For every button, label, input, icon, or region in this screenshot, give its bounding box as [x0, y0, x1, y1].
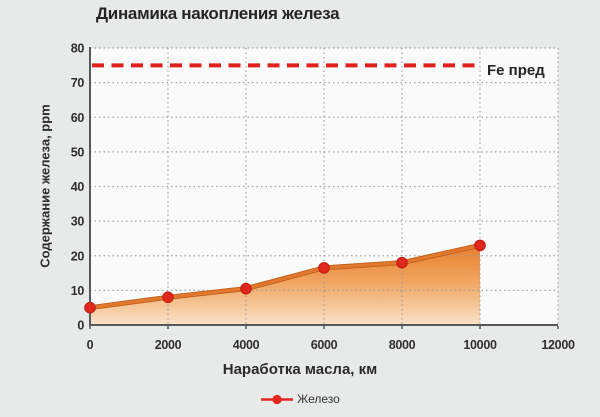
x-tick-label: 2000: [155, 338, 182, 352]
y-tick-label: 60: [71, 111, 85, 125]
x-tick-label: 0: [87, 338, 94, 352]
data-point-marker: [396, 256, 408, 269]
y-tick-label: 30: [71, 215, 85, 229]
y-tick-label: 50: [71, 145, 85, 159]
y-tick-label: 40: [71, 180, 85, 194]
y-axis-title: Содержание железа, ppm: [37, 104, 53, 268]
chart-title: Динамика накопления железа: [96, 4, 340, 23]
iron-line: [88, 243, 482, 310]
x-tick-label: 12000: [541, 338, 575, 352]
legend: Железо: [0, 391, 600, 407]
x-tick-label: 10000: [463, 338, 497, 352]
y-tick-label: 80: [71, 42, 85, 56]
x-tick-label: 4000: [233, 338, 260, 352]
y-tick-label: 0: [77, 319, 84, 333]
data-point-marker: [474, 239, 486, 252]
limit-line-label: Fe пред: [487, 62, 545, 79]
x-tick-label: 8000: [389, 338, 416, 352]
y-tick-label: 10: [71, 284, 85, 298]
legend-series-marker-icon: [261, 394, 294, 404]
x-tick-label: 6000: [311, 338, 338, 352]
data-point-marker: [84, 301, 96, 314]
data-point-marker: [240, 282, 252, 295]
y-tick-label: 20: [71, 249, 85, 263]
data-point-marker: [162, 291, 174, 304]
legend-series-label: Железо: [297, 392, 340, 406]
x-axis-title: Наработка масла, км: [222, 361, 378, 378]
legend-dot-icon: [272, 394, 282, 404]
data-point-marker: [318, 262, 330, 274]
y-tick-label: 70: [71, 76, 85, 90]
